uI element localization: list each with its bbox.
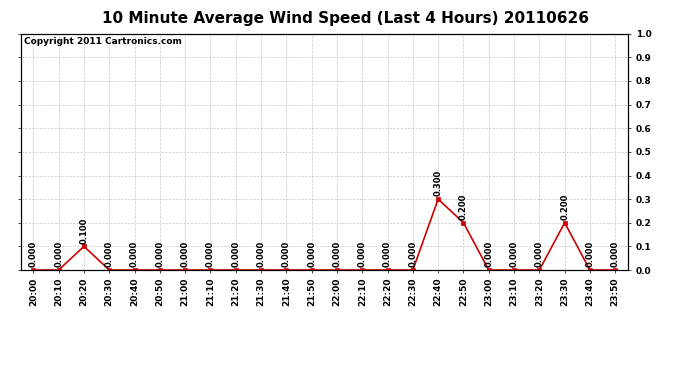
Text: 0.000: 0.000 bbox=[206, 241, 215, 267]
Text: 0.000: 0.000 bbox=[611, 241, 620, 267]
Text: 0.000: 0.000 bbox=[509, 241, 519, 267]
Text: 0.000: 0.000 bbox=[408, 241, 417, 267]
Text: 0.000: 0.000 bbox=[535, 241, 544, 267]
Text: 0.000: 0.000 bbox=[585, 241, 595, 267]
Text: 0.100: 0.100 bbox=[79, 217, 88, 244]
Text: 0.000: 0.000 bbox=[383, 241, 392, 267]
Text: 0.000: 0.000 bbox=[231, 241, 240, 267]
Text: 0.200: 0.200 bbox=[560, 194, 569, 220]
Text: 0.000: 0.000 bbox=[54, 241, 63, 267]
Text: 0.000: 0.000 bbox=[484, 241, 493, 267]
Text: 0.000: 0.000 bbox=[307, 241, 316, 267]
Text: 0.000: 0.000 bbox=[155, 241, 164, 267]
Text: 0.000: 0.000 bbox=[257, 241, 266, 267]
Text: 0.000: 0.000 bbox=[333, 241, 342, 267]
Text: 0.000: 0.000 bbox=[105, 241, 114, 267]
Text: Copyright 2011 Cartronics.com: Copyright 2011 Cartronics.com bbox=[23, 37, 181, 46]
Text: 0.200: 0.200 bbox=[459, 194, 468, 220]
Text: 0.000: 0.000 bbox=[282, 241, 291, 267]
Text: 0.000: 0.000 bbox=[357, 241, 367, 267]
Text: 0.000: 0.000 bbox=[29, 241, 38, 267]
Text: 0.000: 0.000 bbox=[181, 241, 190, 267]
Text: 0.000: 0.000 bbox=[130, 241, 139, 267]
Text: 10 Minute Average Wind Speed (Last 4 Hours) 20110626: 10 Minute Average Wind Speed (Last 4 Hou… bbox=[101, 11, 589, 26]
Text: 0.300: 0.300 bbox=[433, 170, 443, 196]
